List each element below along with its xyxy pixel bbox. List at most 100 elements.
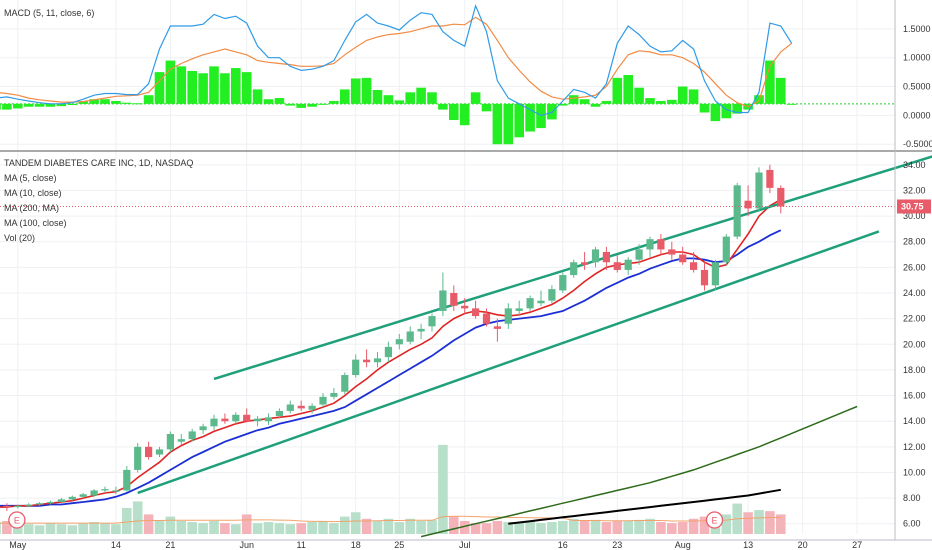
time-tick-label: 13 [743,540,753,550]
candle-body [199,426,207,431]
volume-bar [394,522,405,534]
macd-histogram-bar [786,103,797,105]
macd-histogram-bar [525,103,535,132]
macd-histogram-bar [252,89,263,104]
candle-body [613,262,621,270]
volume-bar [667,523,677,534]
earnings-marker[interactable]: E [705,511,724,529]
volume-bar [241,514,252,534]
time-axis[interactable]: May 14 21 Jun 11 18 25 Jul 16 23 Aug 13 20 27 [0,539,932,550]
volume-bar [536,523,546,534]
candle-body [25,504,33,506]
macd-histogram-bar [361,77,372,104]
volume-bar [558,520,568,534]
candle-body [36,503,44,505]
legend-ma100[interactable]: MA (100, close) [4,218,67,228]
macd-histogram-bar [427,92,437,104]
macd-histogram-bar [241,72,252,104]
volume-bar [721,514,732,534]
volume-bar [765,511,775,534]
candle-body [700,269,709,286]
volume-bar [318,520,328,534]
macd-histogram-bar [154,72,165,104]
time-tick-label: 25 [394,540,404,550]
price-tick-label: 6.00 [903,519,921,529]
legend-ma5[interactable]: MA (5, close) [4,173,57,183]
earnings-marker-label: E [711,516,717,526]
macd-histogram-bar [688,89,699,104]
macd-histogram-bar [220,73,230,104]
candle-body [155,449,164,455]
macd-histogram-bar [132,103,143,105]
volume-bar [416,520,426,534]
volume-bar [45,523,56,534]
candle-body [14,505,22,508]
macd-histogram-bar [307,103,317,107]
macd-label[interactable]: MACD (5, 11, close, 6) [4,8,94,18]
trend-channel[interactable] [137,149,932,495]
candle-body [123,469,131,491]
signal-line [0,16,793,108]
candle-body [515,308,523,311]
volume-bar [514,522,524,534]
candle-body [330,392,338,397]
trendline-lower[interactable] [137,230,880,495]
last-price-badge [897,199,931,214]
candle-body [744,200,752,209]
volume-bar [34,525,45,534]
candle-body [711,262,719,286]
candle-body [57,499,65,502]
candle-body [221,418,229,422]
volume-bar [623,520,633,534]
earnings-marker-circle [705,511,724,529]
earnings-marker-circle [8,511,26,529]
price-tick-label: 32.00 [903,185,926,195]
volume-bar [481,523,492,534]
macd-histogram-bar [568,95,579,104]
price-tick-label: 34.00 [903,160,926,170]
candle-body [428,316,436,327]
volume-bar [427,519,437,534]
volume-bar [601,522,612,534]
volume-bar [634,519,644,534]
candle-body [493,326,501,329]
macd-histogram-bar [143,95,154,104]
legend-ma10[interactable]: MA (10, close) [4,188,62,198]
price-tick-label: 18.00 [903,365,926,375]
time-tick-label: 14 [111,540,121,550]
macd-histogram-bar [122,102,132,104]
macd-histogram-bar [263,99,274,104]
macd-histogram-bar [329,100,339,104]
time-tick-label: Aug [675,540,691,550]
volume-bar [296,523,306,534]
volume-bar [590,519,601,534]
volume-bar [23,524,34,534]
macd-tick-label: 0.5000 [903,82,931,92]
candle-body [101,489,109,491]
legend-volume[interactable]: Vol (20) [4,233,35,243]
ma-100-line [508,488,781,525]
macd-histogram-bar [165,60,176,104]
price-axis[interactable]: 34.00 32.00 30.00 28.00 26.00 24.00 22.00 20.00… [894,0,932,540]
macd-histogram-bar [579,99,590,104]
price-tick-label: 14.00 [903,416,926,426]
price-tick-label: 30.00 [903,211,926,221]
candle-body [722,236,730,263]
macd-histogram-bar [645,98,655,104]
price-tick-label: 20.00 [903,339,926,349]
candle-body [570,262,578,276]
volume-bar [645,518,655,534]
candle-body [308,405,316,410]
macd-tick-label: 1.0000 [903,53,931,63]
volume-bar [274,523,285,534]
earnings-marker[interactable]: E [8,511,26,529]
volume-bar [612,520,623,534]
macd-histogram-bar [2,103,12,110]
price-tick-label: 22.00 [903,314,926,324]
macd-panel[interactable] [0,3,895,145]
legend-ma200[interactable]: MA (200, MA) [4,203,59,213]
macd-histogram-bar [274,98,285,104]
candle-body [559,275,567,291]
time-tick-label: 16 [558,540,568,550]
